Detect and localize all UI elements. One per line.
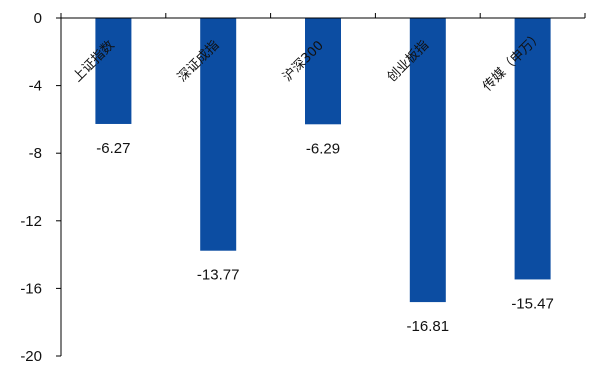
bars xyxy=(95,18,551,303)
bar xyxy=(514,18,551,280)
data-label: -16.81 xyxy=(407,318,450,335)
value-labels: -6.27 -13.77 -6.29 -16.81 -15.47 xyxy=(96,140,554,335)
data-label: -15.47 xyxy=(511,295,554,312)
y-tick-label: -12 xyxy=(20,213,42,230)
bar xyxy=(305,18,341,125)
y-tick-label: -4 xyxy=(29,78,42,95)
data-label: -6.27 xyxy=(96,140,130,157)
bar xyxy=(95,18,132,124)
data-label: -13.77 xyxy=(197,267,240,284)
y-tick-label: -20 xyxy=(20,348,42,365)
y-tick-label: -8 xyxy=(29,145,42,162)
y-tick-label: -16 xyxy=(20,280,42,297)
y-tick-label: 0 xyxy=(34,10,42,27)
bar xyxy=(200,18,237,251)
data-label: -6.29 xyxy=(306,140,340,157)
y-axis: 0 -4 -8 -12 -16 -20 xyxy=(20,10,62,365)
x-axis xyxy=(60,13,586,19)
bar xyxy=(409,18,446,303)
